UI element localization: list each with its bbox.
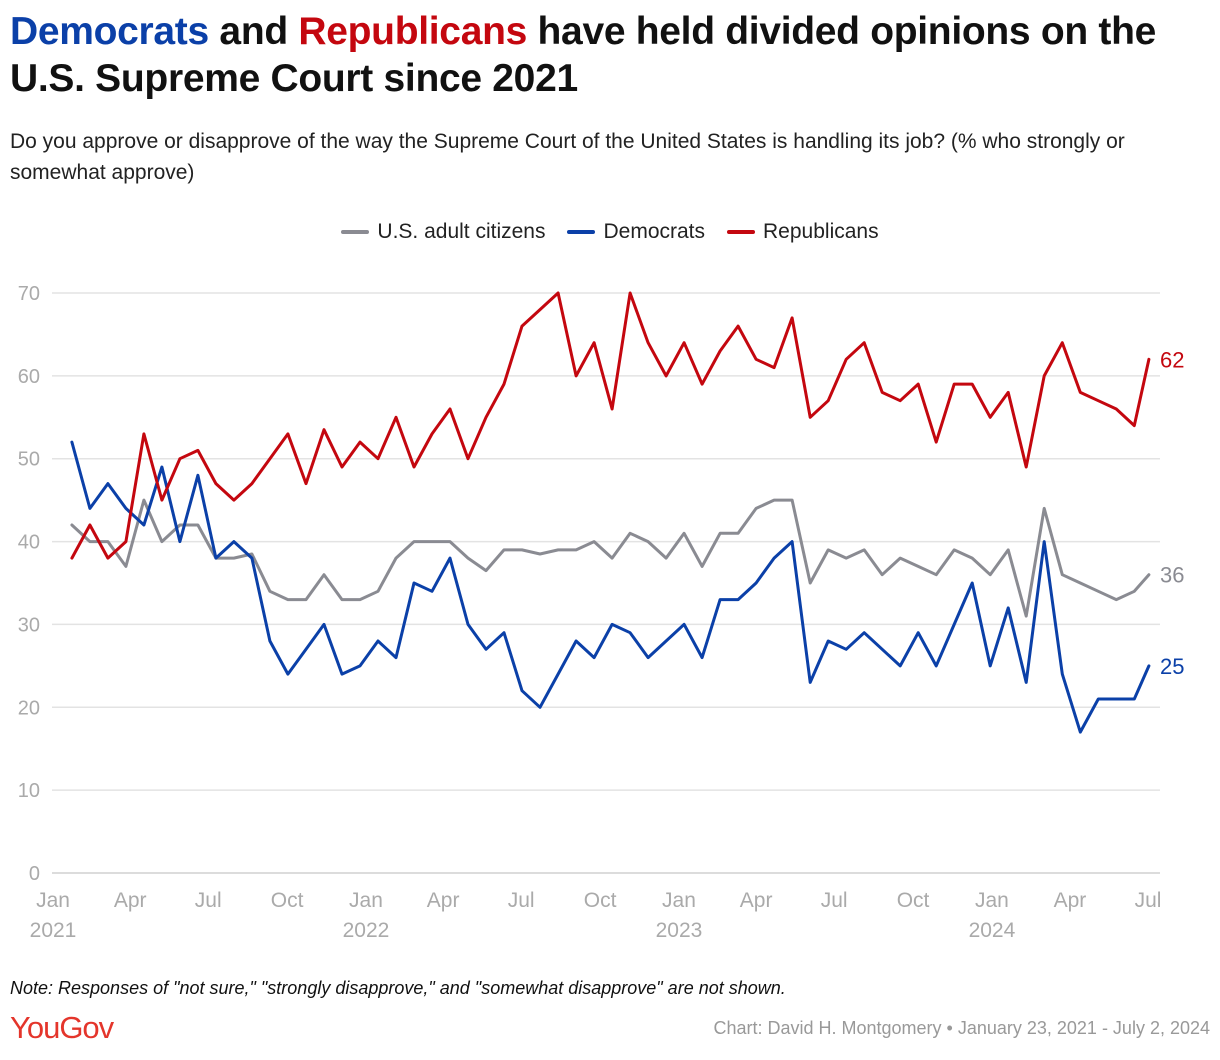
x-tick-year-label: 2022: [343, 919, 390, 942]
end-label-democrats: 25: [1160, 654, 1184, 679]
x-tick-year-label: 2023: [656, 919, 703, 942]
chart-credit: Chart: David H. Montgomery • January 23,…: [713, 1018, 1210, 1038]
x-tick-year-label: 2021: [30, 919, 77, 942]
chart-subtitle: Do you approve or disapprove of the way …: [10, 130, 1125, 184]
y-tick-label: 0: [29, 863, 40, 885]
y-tick-label: 60: [18, 366, 40, 388]
x-tick-label: Jul: [195, 889, 222, 912]
x-tick-label: Apr: [740, 889, 773, 912]
legend-item-adults: U.S. adult citizens: [341, 220, 545, 244]
x-tick-label: Oct: [271, 889, 304, 912]
legend-label-democrats: Democrats: [603, 220, 706, 243]
chart-title: Democrats and Republicans have held divi…: [10, 8, 1215, 102]
series-line-adults: [70, 498, 1151, 618]
legend-label-republicans: Republicans: [763, 220, 879, 243]
x-tick-label: Jul: [1135, 889, 1162, 912]
title-republicans: Republicans: [298, 10, 527, 53]
title-rest: have held divided opinions on the U.S. S…: [10, 10, 1157, 100]
legend: U.S. adult citizens Democrats Republican…: [0, 220, 1220, 244]
series-line-democrats: [70, 440, 1151, 734]
legend-item-republicans: Republicans: [727, 220, 879, 244]
x-tick-label: Oct: [584, 889, 617, 912]
x-tick-label: Jan: [36, 889, 70, 912]
y-tick-label: 20: [18, 697, 40, 719]
x-tick-label: Jul: [821, 889, 848, 912]
line-chart: 0 10 20 30 40 50 60 70 Jan 2021 Apr Jul Oct Jan 2022 Ap…: [18, 283, 1185, 942]
x-tick-label: Apr: [1054, 889, 1087, 912]
title-democrats: Democrats: [10, 10, 209, 53]
yougov-logo: YouGov: [10, 1010, 114, 1045]
x-tick-label: Jul: [508, 889, 535, 912]
y-tick-label: 10: [18, 780, 40, 802]
x-tick-year-label: 2024: [969, 919, 1016, 942]
y-tick-label: 30: [18, 614, 40, 636]
x-tick-label: Jan: [662, 889, 696, 912]
title-and: and: [208, 10, 299, 53]
chart-note: Note: Responses of "not sure," "strongly…: [10, 978, 786, 998]
end-label-adults: 36: [1160, 563, 1184, 588]
y-tick-label: 50: [18, 449, 40, 471]
x-tick-label: Apr: [114, 889, 147, 912]
legend-item-democrats: Democrats: [567, 220, 705, 244]
series-line-republicans: [70, 291, 1151, 560]
end-label-republicans: 62: [1160, 347, 1184, 372]
x-tick-label: Apr: [427, 889, 460, 912]
legend-label-adults: U.S. adult citizens: [377, 220, 546, 243]
x-tick-label: Oct: [897, 889, 930, 912]
legend-swatch-adults: [341, 230, 370, 234]
x-tick-label: Jan: [975, 889, 1009, 912]
x-tick-label: Jan: [349, 889, 383, 912]
legend-swatch-democrats: [567, 230, 596, 234]
legend-swatch-republicans: [727, 230, 756, 234]
y-tick-label: 70: [18, 283, 40, 305]
y-tick-label: 40: [18, 532, 40, 554]
